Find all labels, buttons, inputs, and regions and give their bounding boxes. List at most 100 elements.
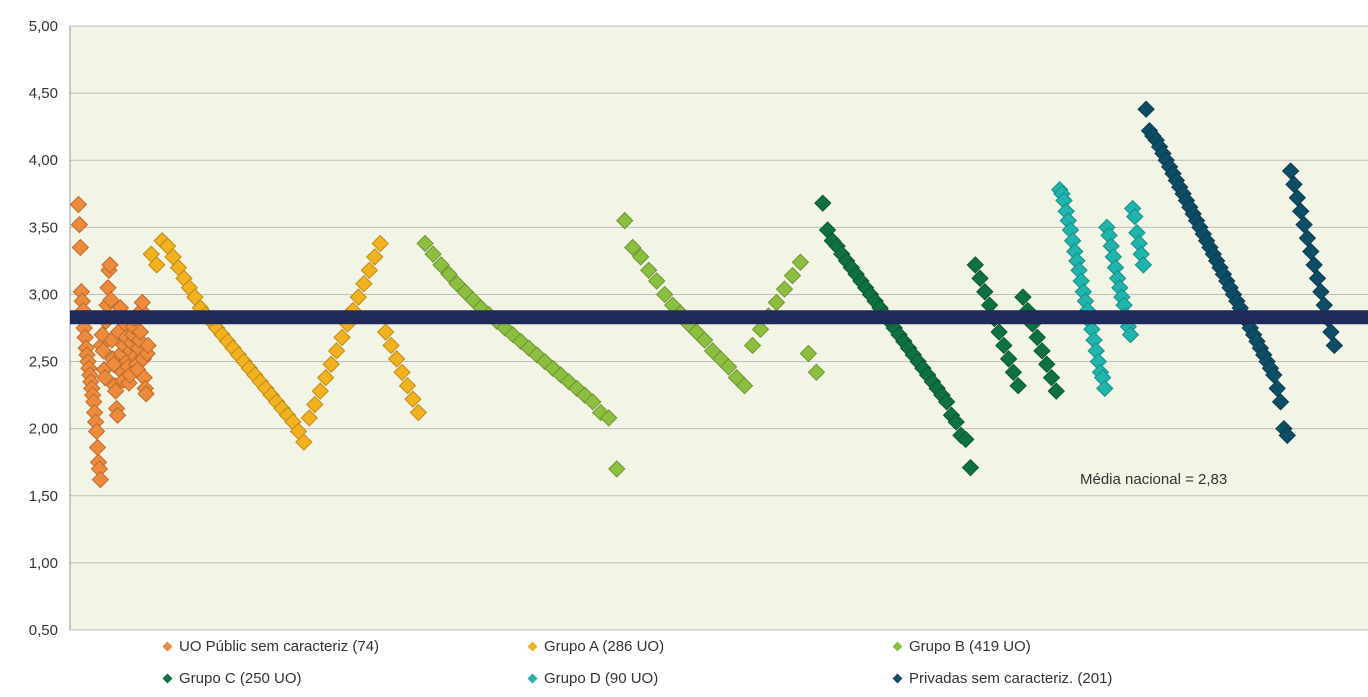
- data-point: [70, 215, 89, 234]
- data-point: [366, 248, 384, 266]
- data-points: [69, 100, 1344, 489]
- legend-item: Grupo A (286 UO): [525, 638, 664, 655]
- data-point: [624, 238, 642, 257]
- data-point: [1028, 328, 1046, 347]
- legend-marker: [162, 673, 173, 684]
- data-point: [1302, 242, 1320, 261]
- data-point: [416, 234, 434, 253]
- data-point: [106, 382, 125, 400]
- y-tick-label: 2,50: [29, 354, 58, 371]
- data-point: [1305, 256, 1323, 274]
- data-point: [937, 393, 956, 411]
- y-tick-label: 3,00: [29, 286, 58, 303]
- data-point: [1265, 366, 1283, 384]
- data-point: [387, 350, 406, 368]
- data-point: [775, 280, 794, 298]
- legend-label: Privadas sem caracteriz. (201): [909, 670, 1113, 687]
- data-point: [990, 323, 1008, 341]
- y-tick-label: 5,00: [29, 18, 58, 35]
- legend-marker: [892, 641, 903, 652]
- data-point: [333, 328, 351, 347]
- data-point: [1322, 323, 1340, 341]
- data-point: [1137, 100, 1155, 118]
- data-point: [1325, 336, 1344, 355]
- data-point: [1281, 162, 1300, 180]
- data-point: [1308, 269, 1327, 288]
- data-point: [300, 409, 319, 427]
- data-point: [807, 363, 826, 382]
- data-point: [393, 363, 411, 382]
- data-point: [1292, 202, 1310, 220]
- data-point: [814, 194, 832, 212]
- legend-item: Grupo B (419 UO): [890, 638, 1031, 655]
- data-point: [69, 195, 88, 214]
- y-tick-label: 1,00: [29, 555, 58, 572]
- data-point: [1033, 342, 1051, 360]
- data-point: [101, 256, 119, 274]
- data-point: [1121, 326, 1140, 344]
- data-point: [71, 238, 90, 257]
- data-point: [137, 385, 155, 403]
- data-point: [655, 285, 674, 304]
- data-point: [91, 470, 110, 489]
- data-point: [1271, 393, 1290, 411]
- data-point: [87, 422, 106, 441]
- data-point: [1042, 368, 1061, 387]
- data-point: [639, 261, 658, 279]
- data-point: [995, 336, 1013, 355]
- y-tick-label: 0,50: [29, 622, 58, 639]
- data-point: [432, 256, 450, 274]
- data-point: [147, 256, 166, 274]
- legend-marker: [892, 673, 903, 684]
- data-point: [1298, 229, 1317, 247]
- data-point: [957, 430, 975, 449]
- data-point: [376, 323, 395, 341]
- legend-label: Grupo D (90 UO): [544, 670, 659, 687]
- data-point: [743, 336, 762, 355]
- data-point: [1014, 288, 1032, 306]
- y-axis-tick-labels: 0,50 1,00 1,50 2,00 2,50 3,00 3,50 4,00 4,50 5,00: [29, 18, 58, 639]
- data-point: [327, 342, 346, 360]
- data-point: [616, 211, 634, 230]
- data-point: [799, 344, 818, 363]
- y-tick-label: 3,50: [29, 219, 58, 236]
- data-point: [961, 458, 980, 477]
- data-point: [584, 393, 602, 411]
- data-point: [311, 382, 329, 400]
- data-point: [632, 248, 650, 266]
- plot-area: [70, 26, 1368, 630]
- data-point: [1038, 355, 1056, 373]
- data-point: [1288, 189, 1307, 207]
- data-point: [971, 269, 989, 288]
- data-point: [751, 320, 770, 339]
- data-point: [295, 433, 313, 451]
- legend-marker: [527, 641, 538, 652]
- data-point: [96, 368, 114, 387]
- y-tick-label: 4,00: [29, 152, 58, 169]
- data-point: [316, 368, 335, 387]
- data-point: [424, 245, 442, 263]
- data-point: [1009, 377, 1027, 395]
- y-tick-label: 2,00: [29, 421, 58, 438]
- legend-label: UO Públic sem caracteriz (74): [179, 638, 380, 655]
- data-point: [783, 266, 802, 285]
- data-point: [1134, 256, 1153, 274]
- data-point: [306, 395, 324, 414]
- data-point: [102, 291, 120, 309]
- data-point: [976, 283, 994, 301]
- data-point: [947, 413, 965, 431]
- data-point: [719, 358, 738, 376]
- legend-label: Grupo C (250 UO): [179, 670, 302, 687]
- legend-item: Grupo C (250 UO): [160, 670, 302, 687]
- data-point: [1312, 283, 1330, 301]
- legend-marker: [162, 641, 173, 652]
- data-point: [94, 342, 112, 360]
- data-point: [600, 409, 618, 427]
- legend-item: Privadas sem caracteriz. (201): [890, 670, 1112, 687]
- y-tick-label: 1,50: [29, 488, 58, 505]
- data-point: [139, 336, 157, 355]
- data-point: [1047, 382, 1065, 400]
- data-point: [1096, 379, 1114, 398]
- data-point: [322, 355, 340, 373]
